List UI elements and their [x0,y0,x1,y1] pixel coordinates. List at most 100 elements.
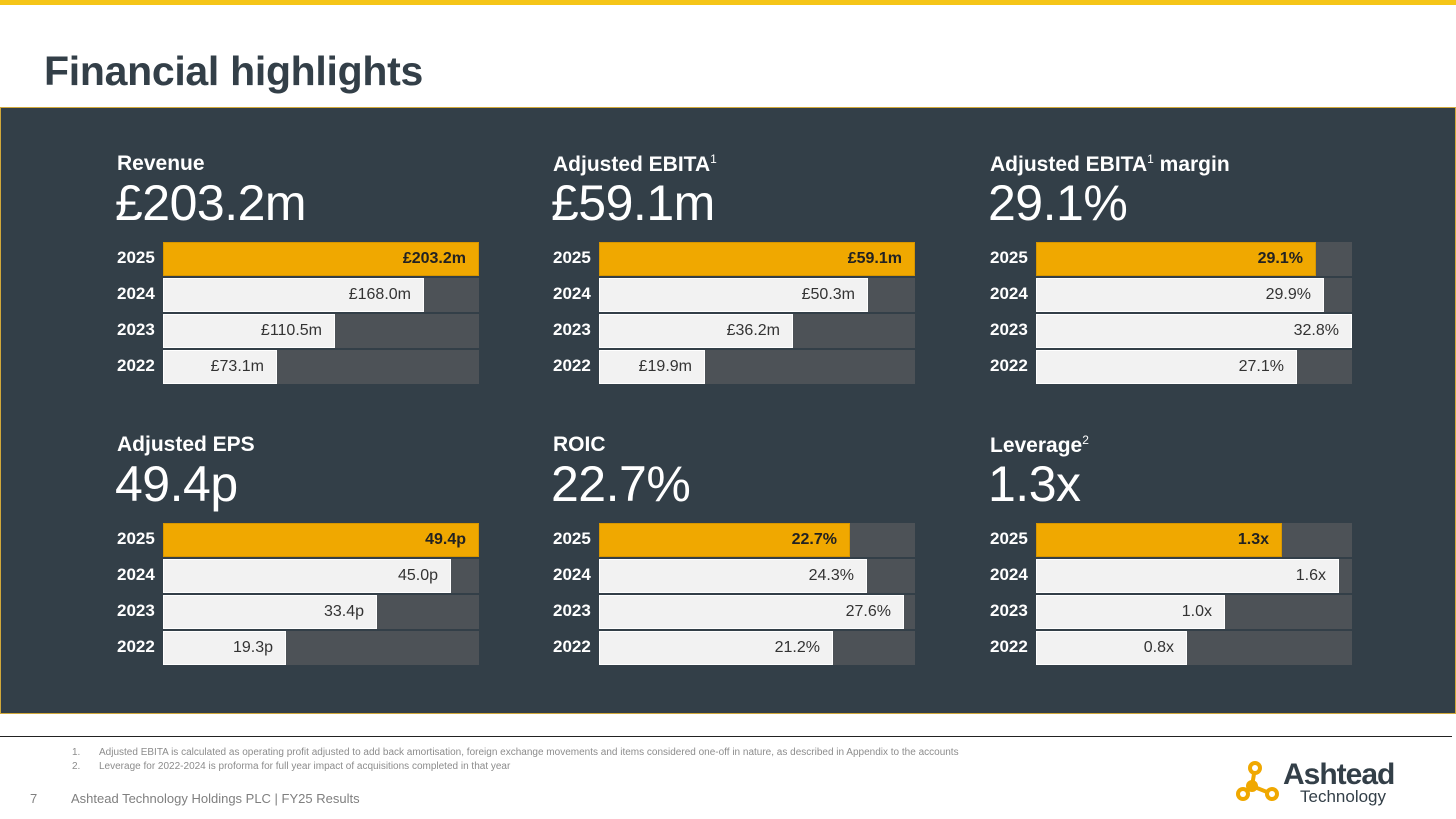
bar-row: 2025 22.7% [553,523,917,557]
bar: 1.0x [1036,595,1225,629]
bar-row: 2025 £59.1m [553,242,917,276]
bar-track: 27.1% [1036,350,1352,384]
bar: 0.8x [1036,631,1187,665]
bar-value-label: £203.2m [402,250,466,267]
bar-row: 2025 1.3x [990,523,1354,557]
bar-track: £50.3m [599,278,915,312]
bar-value-label: 27.6% [845,603,891,620]
kpi-card-revenue: Revenue £203.2m 2025 £203.2m 2024 £168.0m 2023… [115,152,481,392]
logo-wordmark: Ashtead [1283,758,1395,791]
bar-track: £36.2m [599,314,915,348]
year-label: 2024 [117,565,155,584]
year-label: 2023 [117,320,155,339]
bar-value-label: 24.3% [808,567,854,584]
company-logo: Ashtead Technology [1233,757,1423,807]
footer-divider [0,736,1452,737]
bar-row: 2023 1.0x [990,595,1354,629]
year-label: 2023 [990,601,1028,620]
footnote-2: 2. Leverage for 2022-2024 is proforma for… [72,761,510,772]
kpi-title: Leverage2 [990,433,1089,458]
bar-track: 29.1% [1036,242,1352,276]
bar-track: 32.8% [1036,314,1352,348]
bar: £19.9m [599,350,705,384]
bar-row: 2023 27.6% [553,595,917,629]
bar-track: 1.6x [1036,559,1352,593]
bar: £50.3m [599,278,868,312]
bar-track: £203.2m [163,242,479,276]
kpi-headline-value: £203.2m [115,175,307,231]
bar-track: 21.2% [599,631,915,665]
footnote-number: 1. [72,747,81,758]
bar: 1.3x [1036,523,1282,557]
year-label: 2025 [990,529,1028,548]
bar-row: 2025 49.4p [117,523,481,557]
bar-row: 2024 29.9% [990,278,1354,312]
kpi-title-text: Adjusted EBITA [990,153,1148,176]
kpi-title-text: ROIC [553,433,606,456]
year-label: 2024 [553,284,591,303]
kpi-title-text: Adjusted EPS [117,433,255,456]
bar-row: 2024 1.6x [990,559,1354,593]
year-label: 2022 [553,637,591,656]
year-label: 2024 [990,284,1028,303]
kpi-headline-value: 1.3x [988,456,1081,512]
kpi-title: Adjusted EPS [117,433,255,457]
kpi-title: Adjusted EBITA1 margin [990,152,1230,177]
bar-value-label: 1.3x [1237,531,1269,548]
footer-caption: Ashtead Technology Holdings PLC | FY25 R… [71,791,360,806]
bar-value-label: £50.3m [801,286,855,303]
year-label: 2023 [117,601,155,620]
kpi-title-suffix: margin [1153,153,1230,176]
bar: £203.2m [163,242,479,276]
kpi-title: Adjusted EBITA1 [553,152,717,177]
bar-value-label: 19.3p [232,639,273,656]
year-label: 2025 [553,248,591,267]
kpi-card-ebita-margin: Adjusted EBITA1 margin 29.1% 2025 29.1% 2024… [988,152,1354,392]
bar-value-label: 49.4p [425,531,466,548]
bar: 27.1% [1036,350,1297,384]
bar-value-label: 21.2% [774,639,820,656]
bar: £110.5m [163,314,335,348]
year-label: 2025 [117,529,155,548]
bar-row: 2023 32.8% [990,314,1354,348]
kpi-title-footnote-ref: 1 [1147,152,1154,166]
bar-value-label: 1.6x [1295,567,1326,584]
bar-value-label: £36.2m [726,322,780,339]
kpi-title: ROIC [553,433,606,457]
bar-value-label: £73.1m [210,358,264,375]
bar: 27.6% [599,595,904,629]
year-label: 2022 [117,356,155,375]
bar-row: 2022 21.2% [553,631,917,665]
kpi-title-footnote-ref: 1 [710,152,717,166]
year-label: 2025 [117,248,155,267]
year-label: 2024 [117,284,155,303]
bar-value-label: 22.7% [791,531,837,548]
top-accent-bar [0,0,1456,5]
bar-row: 2024 £168.0m [117,278,481,312]
year-label: 2022 [990,637,1028,656]
bar: £36.2m [599,314,793,348]
kpi-card-adjusted-eps: Adjusted EPS 49.4p 2025 49.4p 2024 45.0p 2023 3… [115,433,481,673]
kpi-title-footnote-ref: 2 [1082,433,1089,447]
kpi-headline-value: 29.1% [988,175,1128,231]
bar: £73.1m [163,350,277,384]
bar: £59.1m [599,242,915,276]
footnote-text: Leverage for 2022-2024 is proforma for f… [99,761,511,772]
bar-row: 2022 £19.9m [553,350,917,384]
bar-row: 2023 33.4p [117,595,481,629]
year-label: 2022 [990,356,1028,375]
bar: 29.1% [1036,242,1316,276]
year-label: 2025 [990,248,1028,267]
bar-row: 2024 24.3% [553,559,917,593]
bar-row: 2024 45.0p [117,559,481,593]
bar-track: £110.5m [163,314,479,348]
bar-value-label: £168.0m [348,286,411,303]
bar-track: 27.6% [599,595,915,629]
kpi-card-leverage: Leverage2 1.3x 2025 1.3x 2024 1.6x 2023 1.0x 202… [988,433,1354,673]
kpi-title-text: Adjusted EBITA [553,153,711,176]
year-label: 2024 [990,565,1028,584]
bar-value-label: £19.9m [638,358,692,375]
bar-row: 2025 29.1% [990,242,1354,276]
bar: 32.8% [1036,314,1352,348]
footnote-text: Adjusted EBITA is calculated as operatin… [99,747,959,758]
